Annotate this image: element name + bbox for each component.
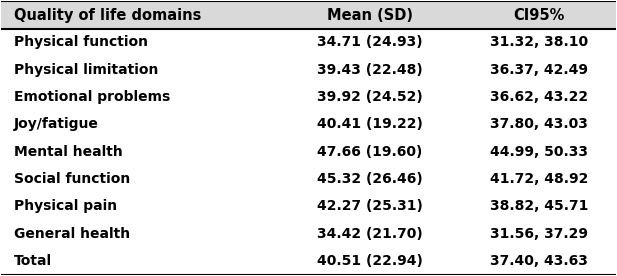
Text: 34.71 (24.93): 34.71 (24.93)	[317, 35, 423, 49]
FancyBboxPatch shape	[1, 1, 616, 29]
Text: CI95%: CI95%	[513, 7, 565, 23]
Text: Total: Total	[14, 254, 52, 268]
Text: 36.62, 43.22: 36.62, 43.22	[490, 90, 588, 104]
Text: Social function: Social function	[14, 172, 130, 186]
Text: 39.92 (24.52): 39.92 (24.52)	[317, 90, 423, 104]
FancyBboxPatch shape	[1, 165, 616, 193]
FancyBboxPatch shape	[1, 111, 616, 138]
FancyBboxPatch shape	[1, 83, 616, 111]
Text: 45.32 (26.46): 45.32 (26.46)	[317, 172, 423, 186]
Text: Joy/fatigue: Joy/fatigue	[14, 117, 99, 131]
Text: Mental health: Mental health	[14, 145, 122, 159]
FancyBboxPatch shape	[1, 138, 616, 165]
Text: 37.80, 43.03: 37.80, 43.03	[490, 117, 588, 131]
FancyBboxPatch shape	[1, 29, 616, 56]
Text: 44.99, 50.33: 44.99, 50.33	[490, 145, 588, 159]
Text: Quality of life domains: Quality of life domains	[14, 7, 201, 23]
Text: 38.82, 45.71: 38.82, 45.71	[490, 199, 588, 213]
Text: 41.72, 48.92: 41.72, 48.92	[490, 172, 588, 186]
Text: 40.51 (22.94): 40.51 (22.94)	[317, 254, 423, 268]
FancyBboxPatch shape	[1, 247, 616, 275]
FancyBboxPatch shape	[1, 220, 616, 247]
FancyBboxPatch shape	[1, 56, 616, 83]
Text: Mean (SD): Mean (SD)	[327, 7, 413, 23]
Text: 40.41 (19.22): 40.41 (19.22)	[317, 117, 423, 131]
Text: Emotional problems: Emotional problems	[14, 90, 170, 104]
FancyBboxPatch shape	[1, 193, 616, 220]
Text: 34.42 (21.70): 34.42 (21.70)	[317, 227, 423, 241]
Text: 31.32, 38.10: 31.32, 38.10	[490, 35, 588, 49]
Text: 36.37, 42.49: 36.37, 42.49	[490, 63, 588, 77]
Text: 47.66 (19.60): 47.66 (19.60)	[317, 145, 423, 159]
Text: Physical function: Physical function	[14, 35, 147, 49]
Text: Physical pain: Physical pain	[14, 199, 117, 213]
Text: 39.43 (22.48): 39.43 (22.48)	[317, 63, 423, 77]
Text: 42.27 (25.31): 42.27 (25.31)	[317, 199, 423, 213]
Text: 37.40, 43.63: 37.40, 43.63	[490, 254, 588, 268]
Text: Physical limitation: Physical limitation	[14, 63, 158, 77]
Text: General health: General health	[14, 227, 130, 241]
Text: 31.56, 37.29: 31.56, 37.29	[490, 227, 588, 241]
